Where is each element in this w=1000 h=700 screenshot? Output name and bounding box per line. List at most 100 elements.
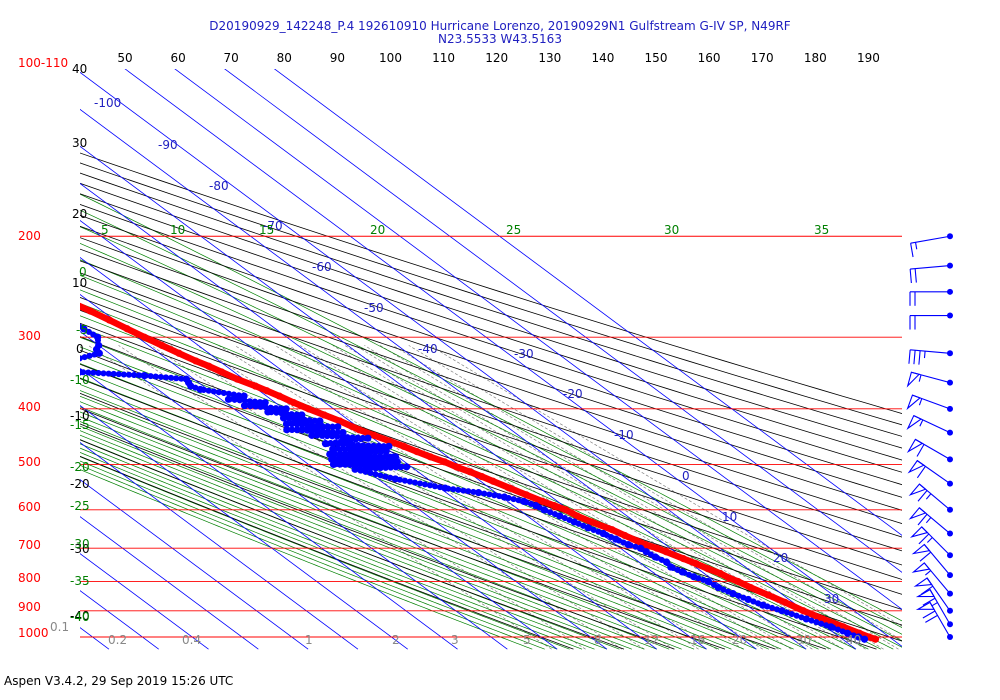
left-temperature-tick: 40 — [72, 62, 87, 76]
wind-barb-pennant — [906, 414, 923, 431]
mixing-ratio-label: 30 — [796, 633, 811, 647]
temperature-segment — [27, 282, 49, 292]
dry-adiabat-line — [80, 172, 902, 437]
moist-adiabat-line — [80, 425, 657, 650]
dry-adiabat-line — [80, 439, 625, 650]
wind-barb — [909, 312, 953, 330]
pressure-label: 400 — [18, 400, 41, 414]
moist-adiabat-line — [80, 460, 558, 650]
mixing-ratio-label: 0.4 — [182, 633, 201, 647]
wind-barb-feather — [908, 349, 911, 364]
wind-barb — [909, 262, 953, 284]
temperature-segment — [5, 271, 27, 282]
wind-barb — [915, 601, 953, 640]
moist-adiabat-line — [80, 274, 894, 650]
wind-barb-half-feather — [925, 493, 932, 500]
temperature-segment — [819, 615, 847, 631]
wind-barb-pennant — [907, 459, 925, 474]
mixing-ratio-label: 0.1 — [50, 620, 69, 634]
moist-adiabat-line — [80, 209, 902, 629]
isotherm-line — [80, 108, 807, 650]
wind-barb-feather — [910, 243, 914, 258]
wind-barb — [906, 438, 953, 463]
dry-adiabat-line — [80, 297, 902, 580]
theta-e-label: 5 — [101, 223, 109, 237]
mixing-ratio-label: 20 — [732, 633, 747, 647]
mixing-ratio-label: 16 — [690, 633, 705, 647]
isotherm-label: -40 — [418, 342, 438, 356]
isotherm-line — [80, 219, 657, 650]
dry-adiabat-line — [80, 272, 902, 552]
wind-barb-pennant — [908, 507, 927, 520]
moist-adiabat-line — [80, 226, 902, 635]
wind-barb-half-feather — [923, 351, 926, 359]
temperature-point — [66, 298, 73, 305]
top-temperature-tick: 80 — [277, 51, 292, 65]
dewpoint-segment — [475, 489, 508, 501]
left-temperature-tick: 10 — [72, 276, 87, 290]
top-temperature-tick: 60 — [170, 51, 185, 65]
pressure-label: 700 — [18, 538, 41, 552]
dewpoint-segment — [141, 372, 190, 383]
mixing-ratio-label: 5 — [523, 633, 531, 647]
wind-barb — [909, 526, 953, 559]
dewpoint-point — [44, 307, 51, 314]
wind-barb — [913, 577, 953, 614]
left-temperature-tick: 0 — [76, 342, 84, 356]
isotherm-line — [124, 69, 902, 647]
isotherm-line — [80, 479, 309, 650]
dewpoint-segment — [80, 369, 148, 379]
isotherm-line — [80, 145, 757, 650]
isotherm-line — [80, 405, 408, 650]
dewpoint-segment — [0, 292, 25, 302]
wind-barb — [915, 588, 953, 628]
top-temperature-tick: 110 — [432, 51, 455, 65]
theta-e-label: 35 — [814, 223, 829, 237]
top-temperature-tick: 150 — [645, 51, 668, 65]
isotherm-line — [80, 256, 608, 650]
dry-adiabat-line — [80, 284, 902, 566]
wind-barb-staff — [910, 235, 951, 244]
isotherm-label: -90 — [158, 138, 178, 152]
dry-adiabat-line — [80, 423, 675, 650]
top-temperature-tick: 160 — [698, 51, 721, 65]
wind-barb-pennant — [911, 562, 931, 573]
title-line-1: D20190929_142248_P.4 192610910 Hurricane… — [209, 19, 791, 33]
wind-barb-pennant — [915, 588, 935, 598]
dewpoint-segment — [778, 607, 810, 622]
dewpoint-segment — [197, 386, 248, 400]
wind-barb — [910, 233, 953, 258]
moist-adiabat-line — [80, 411, 695, 650]
isotherm-line — [273, 69, 902, 536]
theta-e-label: 20 — [370, 223, 385, 237]
mixing-ratio-line — [344, 345, 844, 650]
isotherm-line — [80, 516, 259, 650]
wind-barb-staff — [910, 349, 951, 354]
top-temperature-tick: 100 — [379, 51, 402, 65]
pressure-label: 800 — [18, 571, 41, 585]
wind-barb — [906, 414, 953, 436]
left-temperature-tick: -20 — [70, 477, 90, 491]
top-temperature-tick: 70 — [224, 51, 239, 65]
pressure-label: 300 — [18, 329, 41, 343]
wind-barb-feather — [919, 551, 932, 562]
wind-barb-staff — [910, 265, 951, 270]
moist-adiabat-line — [80, 363, 794, 650]
wind-barb-half-feather — [925, 570, 932, 576]
left-theta-tick: -40 — [70, 610, 90, 624]
mixing-ratio-line — [429, 345, 902, 627]
dewpoint-segment — [392, 475, 449, 492]
wind-barb-pennant — [906, 394, 922, 411]
left-temperature-tick: -10 — [70, 409, 90, 423]
wind-barb-feather — [913, 350, 916, 365]
dewpoint-point — [59, 361, 66, 368]
dry-adiabat-line — [80, 309, 902, 595]
wind-barb-pennant — [913, 577, 933, 587]
wind-barb — [908, 349, 953, 365]
dry-adiabat-line — [80, 152, 902, 414]
dewpoint-segment — [803, 615, 834, 630]
dry-adiabat-line — [80, 407, 726, 650]
mixing-ratio-label: 8 — [594, 633, 602, 647]
moist-adiabat-line — [80, 456, 570, 650]
top-temperature-tick: 130 — [538, 51, 561, 65]
